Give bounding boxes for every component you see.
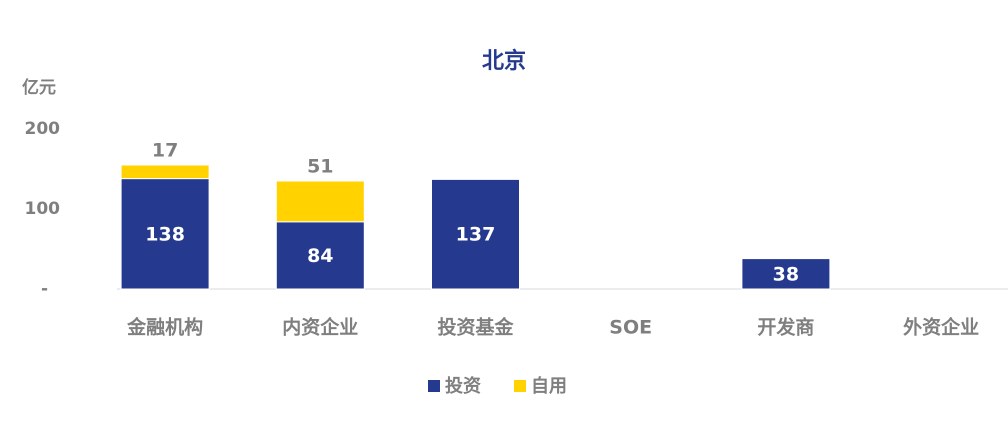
- x-tick-label: 开发商: [757, 316, 814, 339]
- value-label: 38: [773, 263, 799, 285]
- y-axis-label: 亿元: [22, 77, 56, 98]
- x-tick-label: 投资基金: [437, 316, 514, 339]
- x-tick-label: 金融机构: [126, 316, 203, 339]
- value-label: 84: [307, 245, 333, 267]
- legend-swatch: [428, 380, 440, 392]
- bar-segment: [275, 180, 365, 223]
- legend-label: 自用: [531, 375, 567, 397]
- value-label: 17: [152, 140, 178, 162]
- bar-segment: [120, 178, 210, 290]
- value-label: 51: [307, 156, 333, 178]
- y-tick-label: -: [41, 279, 48, 299]
- chart-title: 北京: [482, 48, 526, 74]
- bar-segment: [741, 258, 831, 290]
- bar-segment: [275, 221, 365, 290]
- y-tick-label: 200: [25, 119, 61, 139]
- bar-segment: [431, 178, 520, 290]
- bar-segment: [120, 164, 210, 180]
- legend-swatch: [514, 380, 526, 392]
- y-tick-label: 100: [25, 199, 61, 219]
- legend-label: 投资: [445, 375, 481, 397]
- x-tick-label: 内资企业: [282, 316, 358, 339]
- value-label: 137: [456, 224, 496, 246]
- x-tick-label: 外资企业: [903, 316, 979, 339]
- value-label: 138: [145, 223, 185, 245]
- x-tick-label: SOE: [609, 317, 652, 339]
